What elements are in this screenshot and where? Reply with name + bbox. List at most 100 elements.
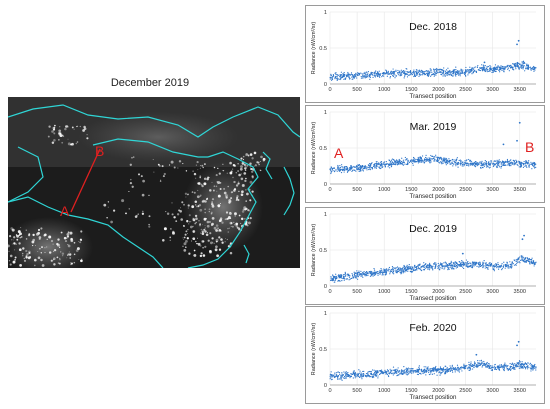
data-point: [397, 371, 400, 373]
data-point: [511, 363, 513, 366]
city-light: [221, 241, 224, 244]
data-point: [342, 275, 345, 278]
data-point: [414, 160, 416, 162]
data-point: [470, 68, 472, 71]
data-point: [512, 263, 514, 265]
data-point: [337, 378, 339, 380]
data-point: [416, 368, 418, 370]
data-point: [496, 365, 498, 368]
city-light: [161, 165, 164, 168]
city-light: [186, 237, 189, 240]
data-point: [533, 68, 535, 71]
data-point: [467, 265, 469, 267]
city-light: [204, 245, 207, 248]
data-point: [362, 372, 365, 375]
outlier-point: [475, 353, 478, 356]
data-point: [437, 265, 439, 267]
data-point: [360, 270, 362, 272]
data-point: [400, 69, 402, 71]
data-point: [500, 163, 502, 165]
data-point: [420, 74, 422, 76]
data-point: [482, 66, 484, 68]
data-point: [475, 364, 478, 366]
data-point: [528, 166, 530, 168]
city-light: [227, 185, 229, 188]
x-tick-label: 3500: [514, 388, 526, 394]
data-point: [376, 73, 378, 75]
data-point: [337, 371, 339, 374]
data-point: [484, 162, 486, 164]
data-point: [410, 271, 412, 273]
data-point: [497, 268, 500, 270]
data-point: [356, 374, 359, 376]
data-point: [393, 267, 395, 269]
data-point: [369, 75, 371, 78]
data-point: [348, 273, 350, 275]
y-tick-label: 1: [324, 110, 327, 116]
data-point: [426, 367, 428, 369]
data-point: [389, 72, 391, 75]
city-light: [153, 171, 155, 173]
data-point: [403, 270, 405, 272]
data-point: [418, 268, 420, 270]
data-point: [506, 161, 509, 163]
city-light: [222, 169, 225, 172]
data-point: [507, 68, 509, 70]
city-light: [182, 163, 184, 165]
outlier-point: [461, 252, 464, 255]
data-point: [533, 166, 535, 168]
data-point: [395, 69, 397, 71]
data-point: [491, 368, 493, 371]
data-point: [388, 164, 391, 166]
city-light: [246, 192, 249, 196]
data-point: [411, 159, 413, 161]
data-point: [459, 164, 462, 166]
data-point: [434, 156, 436, 158]
data-point: [436, 156, 438, 158]
data-point: [459, 70, 461, 72]
data-point: [475, 70, 478, 72]
data-point: [440, 161, 442, 163]
data-point: [331, 168, 333, 171]
data-point: [351, 166, 353, 168]
data-point: [329, 76, 331, 79]
data-point: [340, 169, 342, 171]
city-light: [185, 230, 188, 233]
city-light: [192, 218, 196, 222]
data-point: [465, 70, 468, 72]
data-point: [332, 275, 334, 277]
data-point: [523, 260, 525, 263]
city-light: [163, 172, 166, 176]
data-point: [493, 268, 495, 270]
data-point: [527, 67, 529, 69]
data-point: [347, 73, 349, 75]
data-point: [396, 266, 399, 268]
scatter-points: [329, 154, 537, 175]
data-point: [472, 264, 474, 266]
data-point: [500, 167, 502, 169]
data-point: [376, 373, 378, 375]
data-point: [468, 165, 470, 167]
data-point: [361, 378, 363, 380]
data-point: [396, 372, 398, 374]
city-light: [59, 258, 61, 261]
data-point: [364, 74, 367, 76]
data-point: [408, 266, 410, 268]
city-light: [213, 242, 215, 244]
data-point: [338, 378, 340, 380]
city-light: [199, 254, 203, 258]
data-point: [338, 168, 340, 170]
data-point: [333, 276, 336, 278]
data-point: [358, 274, 360, 276]
data-point: [443, 71, 445, 73]
data-point: [495, 162, 497, 165]
data-point: [364, 273, 366, 275]
data-point: [518, 261, 520, 263]
data-point: [485, 266, 488, 269]
data-point: [394, 162, 396, 164]
city-light: [195, 240, 197, 243]
data-point: [395, 271, 397, 273]
data-point: [367, 71, 369, 73]
city-light: [47, 135, 50, 138]
data-point: [429, 157, 431, 159]
